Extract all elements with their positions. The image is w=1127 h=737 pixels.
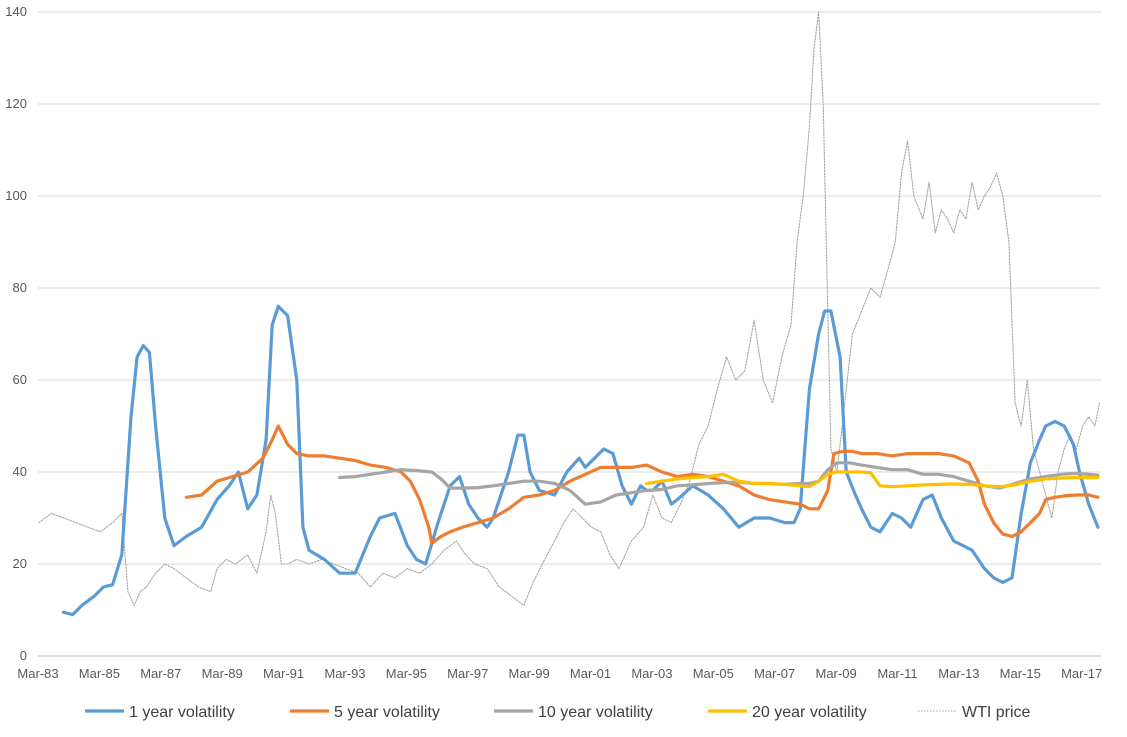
legend-label-10-year-volatility: 10 year volatility — [538, 704, 653, 721]
x-tick-label: Mar-85 — [79, 666, 120, 681]
y-tick-label: 120 — [5, 96, 27, 111]
y-tick-label: 60 — [13, 372, 27, 387]
x-tick-label: Mar-01 — [570, 666, 611, 681]
y-tick-label: 100 — [5, 188, 27, 203]
legend-label-1-year-volatility: 1 year volatility — [129, 704, 235, 721]
series-line-wti-price — [38, 11, 1101, 606]
x-tick-label: Mar-83 — [17, 666, 58, 681]
series-line-20-year-volatility — [645, 470, 1100, 489]
series-line-1-year-volatility — [61, 304, 1100, 617]
series-layer — [61, 304, 1100, 617]
wti-layer — [38, 11, 1101, 606]
x-tick-label: Mar-13 — [938, 666, 979, 681]
axis-layer: 0 20 40 60 80 100 120 140 Mar-83 Mar-85 Mar-87 Mar-… — [5, 4, 1102, 681]
y-tick-label: 40 — [13, 464, 27, 479]
grid-layer — [38, 11, 1101, 565]
x-tick-label: Mar-07 — [754, 666, 795, 681]
x-tick-label: Mar-17 — [1061, 666, 1102, 681]
x-tick-label: Mar-15 — [1000, 666, 1041, 681]
x-tick-label: Mar-87 — [140, 666, 181, 681]
x-tick-label: Mar-89 — [202, 666, 243, 681]
x-tick-label: Mar-09 — [816, 666, 857, 681]
legend-label-wti-price: WTI price — [962, 704, 1031, 721]
x-tick-label: Mar-91 — [263, 666, 304, 681]
x-tick-label: Mar-93 — [324, 666, 365, 681]
y-tick-label: 20 — [13, 556, 27, 571]
x-tick-label: Mar-97 — [447, 666, 488, 681]
x-tick-label: Mar-95 — [386, 666, 427, 681]
legend: 1 year volatility 5 year volatility 10 yea… — [85, 704, 1031, 721]
x-tick-label: Mar-11 — [877, 666, 917, 681]
x-tick-label: Mar-05 — [693, 666, 734, 681]
y-tick-label: 0 — [20, 648, 27, 663]
legend-label-20-year-volatility: 20 year volatility — [752, 704, 867, 721]
y-tick-label: 140 — [5, 4, 27, 19]
x-tick-label: Mar-99 — [509, 666, 550, 681]
series-line-5-year-volatility — [184, 424, 1100, 545]
y-tick-label: 80 — [13, 280, 27, 295]
x-tick-label: Mar-03 — [631, 666, 672, 681]
legend-label-5-year-volatility: 5 year volatility — [334, 704, 440, 721]
series-line-10-year-volatility — [338, 461, 1100, 506]
